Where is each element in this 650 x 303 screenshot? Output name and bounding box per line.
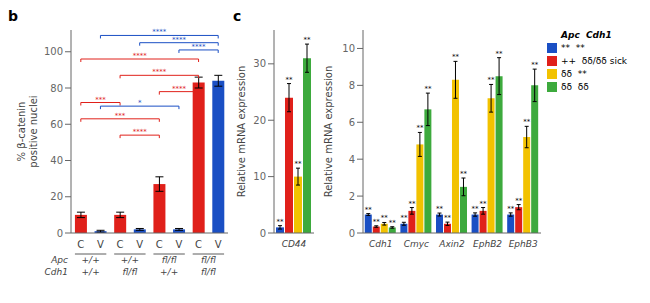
svg-text:****: **** [133, 52, 148, 60]
svg-text:**: ** [507, 205, 515, 213]
svg-text:6: 6 [349, 117, 355, 128]
svg-text:EphB2: EphB2 [473, 239, 502, 249]
svg-text:**: ** [488, 76, 496, 84]
svg-text:**: ** [480, 200, 488, 208]
html-text:δδ **: δδ ** [561, 69, 587, 79]
svg-text:***: *** [115, 112, 126, 120]
svg-text:fl/fl: fl/fl [201, 267, 216, 277]
svg-text:**: ** [286, 76, 294, 84]
svg-text:**: ** [436, 205, 444, 213]
svg-text:10: 10 [253, 171, 266, 182]
svg-text:C: C [77, 239, 84, 250]
svg-text:10: 10 [342, 43, 355, 54]
svg-text:40: 40 [50, 155, 63, 166]
svg-text:100: 100 [44, 46, 63, 57]
svg-text:****: **** [172, 85, 187, 93]
svg-text:**: ** [515, 197, 523, 205]
svg-text:+/+: +/+ [121, 255, 139, 265]
svg-text:0: 0 [260, 228, 266, 239]
svg-text:4: 4 [349, 154, 355, 165]
svg-text:**: ** [304, 36, 312, 44]
svg-text:**: ** [523, 118, 531, 126]
svg-text:30: 30 [253, 58, 266, 69]
svg-text:Relative mRNA expression: Relative mRNA expression [323, 66, 334, 198]
svg-text:C: C [117, 239, 124, 250]
svg-text:80: 80 [50, 83, 63, 94]
svg-text:****: **** [152, 28, 167, 36]
html-text:δδ δδ: δδ δδ [561, 82, 589, 92]
html-text:++ δδ/δδ sick: ++ δδ/δδ sick [561, 56, 628, 66]
svg-text:60: 60 [50, 119, 63, 130]
svg-text:+/+: +/+ [82, 255, 100, 265]
svg-text:**: ** [400, 214, 408, 222]
svg-text:20: 20 [50, 191, 63, 202]
svg-text:V: V [97, 239, 104, 250]
svg-text:*: * [138, 99, 142, 107]
svg-text:**: ** [424, 85, 432, 93]
svg-text:Apc: Apc [50, 255, 68, 265]
svg-text:**: ** [295, 160, 303, 168]
svg-text:Cdh1: Cdh1 [45, 267, 68, 277]
svg-text:****: **** [192, 43, 207, 51]
svg-text:0: 0 [57, 228, 63, 239]
svg-text:**: ** [277, 218, 285, 226]
svg-text:**: ** [452, 53, 460, 61]
svg-text:****: **** [133, 128, 148, 136]
svg-text:V: V [176, 239, 183, 250]
svg-text:+/+: +/+ [160, 267, 178, 277]
svg-text:C: C [156, 239, 163, 250]
svg-text:C: C [195, 239, 202, 250]
svg-text:CD44: CD44 [282, 239, 307, 249]
svg-text:+/+: +/+ [82, 267, 100, 277]
svg-text:**: ** [408, 200, 416, 208]
svg-text:fl/fl: fl/fl [123, 267, 138, 277]
svg-text:V: V [215, 239, 222, 250]
svg-text:**: ** [472, 205, 480, 213]
svg-text:**: ** [531, 61, 539, 69]
svg-text:**: ** [389, 219, 397, 227]
svg-text:**: ** [365, 206, 373, 214]
svg-text:EphB3: EphB3 [509, 239, 538, 249]
svg-text:Cmyc: Cmyc [404, 239, 429, 249]
svg-text:**: ** [381, 214, 389, 222]
html-text:c: c [233, 8, 242, 24]
svg-text:***: *** [95, 96, 106, 104]
svg-text:Axin2: Axin2 [438, 239, 465, 249]
svg-text:% β-cateninpositive nuclei: % β-cateninpositive nuclei [16, 95, 39, 167]
svg-text:0: 0 [349, 228, 355, 239]
svg-text:Relative mRNA expression: Relative mRNA expression [236, 66, 247, 198]
svg-text:20: 20 [253, 115, 266, 126]
svg-text:**: ** [444, 214, 452, 222]
html-text:b: b [8, 8, 18, 24]
svg-text:2: 2 [349, 191, 355, 202]
svg-text:****: **** [152, 68, 167, 76]
svg-text:fl/fl: fl/fl [201, 255, 216, 265]
svg-text:fl/fl: fl/fl [162, 255, 177, 265]
svg-text:**: ** [373, 218, 381, 226]
svg-text:**: ** [496, 50, 504, 58]
svg-text:**: ** [460, 170, 468, 178]
svg-text:Cdh1: Cdh1 [369, 239, 392, 249]
html-text:Apc Cdh1: Apc Cdh1 [561, 30, 612, 40]
svg-text:V: V [136, 239, 143, 250]
svg-text:**: ** [416, 124, 424, 132]
svg-text:****: **** [172, 36, 187, 44]
svg-text:8: 8 [349, 80, 355, 91]
